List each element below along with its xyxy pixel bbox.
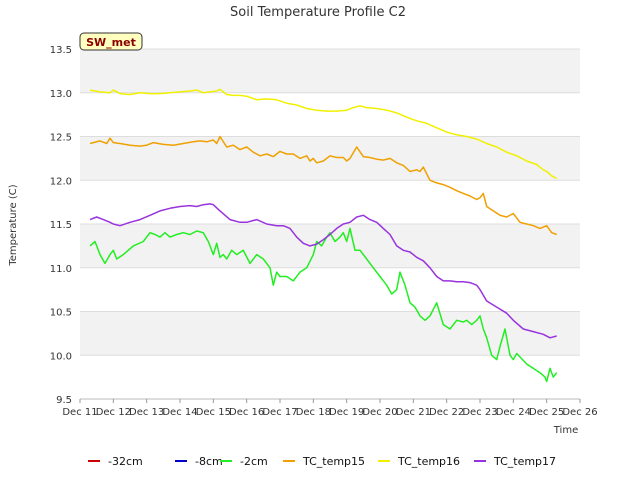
x-tick-label: Dec 14 xyxy=(162,407,197,418)
legend-item: -2cm xyxy=(220,455,268,468)
badge: SW_met xyxy=(79,32,143,51)
y-tick-label: 13.5 xyxy=(50,45,72,56)
x-tick-label: Dec 18 xyxy=(296,407,331,418)
plot-band xyxy=(80,311,580,356)
y-tick-label: 11.0 xyxy=(50,264,72,275)
x-tick-label: Dec 19 xyxy=(329,407,364,418)
y-tick-label: 10.5 xyxy=(50,308,72,319)
legend-item: -8cm xyxy=(175,455,223,468)
x-tick-label: Dec 17 xyxy=(262,407,297,418)
legend-label: -8cm xyxy=(195,455,223,468)
legend-label: TC_temp17 xyxy=(493,455,556,468)
badge-label: SW_met xyxy=(86,36,136,49)
x-tick-label: Dec 26 xyxy=(562,407,597,418)
x-axis-title: Time xyxy=(553,425,578,436)
x-tick-label: Dec 20 xyxy=(362,407,397,418)
legend-item: -32cm xyxy=(88,455,143,468)
x-tick-label: Dec 13 xyxy=(129,407,164,418)
x-tick-label: Dec 12 xyxy=(96,407,131,418)
x-tick-label: Dec 16 xyxy=(229,407,264,418)
x-tick-label: Dec 24 xyxy=(496,407,531,418)
badge-box xyxy=(79,32,143,51)
legend-label: -2cm xyxy=(240,455,268,468)
gridlines xyxy=(80,48,580,400)
x-tick-label: Dec 25 xyxy=(529,407,564,418)
y-tick-label: 12.5 xyxy=(50,133,72,144)
plot-band xyxy=(80,49,580,93)
x-tick-label: Dec 15 xyxy=(196,407,231,418)
legend: -32cm -8cm -2cm TC_temp15 TC_temp16 TC_temp17 xyxy=(88,455,556,468)
y-tick-label: 13.0 xyxy=(50,89,72,100)
y-tick-label: 9.5 xyxy=(56,395,72,406)
chart-title: Soil Temperature Profile C2 xyxy=(230,5,406,20)
series-line-2cm xyxy=(89,227,558,383)
series-line-tctemp17 xyxy=(89,203,557,339)
series-line-tctemp16 xyxy=(89,88,558,180)
x-tick-label: Dec 22 xyxy=(429,407,464,418)
legend-item: TC_temp17 xyxy=(474,455,556,468)
x-tick-label: Dec 23 xyxy=(462,407,497,418)
x-tick-label: Dec 11 xyxy=(62,407,97,418)
legend-item: TC_temp16 xyxy=(378,455,460,468)
plot-band xyxy=(80,224,580,268)
x-tick-label: Dec 21 xyxy=(396,407,431,418)
y-tick-label: 11.5 xyxy=(50,220,72,231)
y-tick-label: 12.0 xyxy=(50,176,72,187)
y-tick-label: 10.0 xyxy=(50,351,72,362)
y-axis-title: Temperature (C) xyxy=(8,184,19,266)
legend-label: -32cm xyxy=(108,455,143,468)
legend-label: TC_temp16 xyxy=(397,455,460,468)
legend-label: TC_temp15 xyxy=(302,455,365,468)
legend-item: TC_temp15 xyxy=(283,455,365,468)
series-lines xyxy=(89,88,558,383)
y-axis: 9.5 10.0 10.5 11.0 11.5 12.0 12.5 13.0 13.5 xyxy=(50,45,72,406)
series-line-tctemp15 xyxy=(89,135,557,236)
